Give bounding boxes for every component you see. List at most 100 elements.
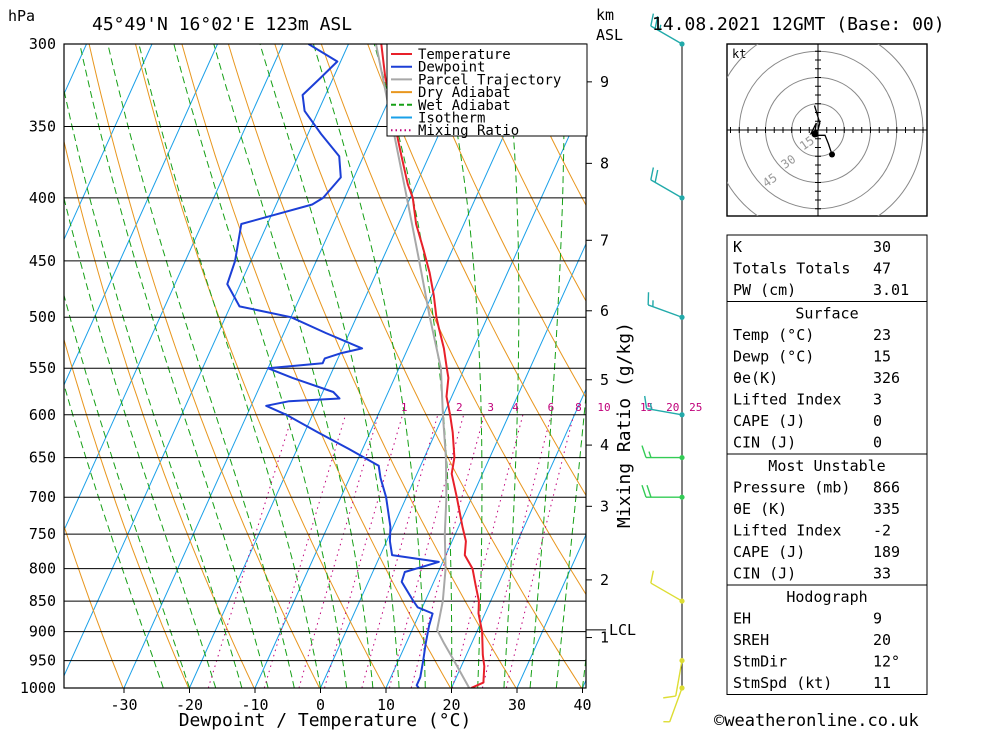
wind-barb-flag [641,445,647,458]
wet-adiabat-line [373,44,453,688]
mixing-ratio-label: 8 [575,401,582,414]
mixing-ratio-label: 4 [512,401,519,414]
temperature-tick-label: 30 [508,696,526,714]
mixing-ratio-label: 25 [689,401,702,414]
index-row-label: CIN (J) [733,434,796,452]
unit-km: km [596,6,614,24]
wind-barb [641,445,685,461]
wind-barb-flag [650,570,655,584]
wet-adiabat-line [529,44,565,688]
wind-barb [650,570,685,604]
isotherm-line [385,242,586,688]
isotherm-line [451,388,586,688]
index-row-label: K [733,238,742,256]
wind-barb-staff [650,25,683,45]
mixing-ratio-axis-title: Mixing Ratio (g/kg) [614,322,635,528]
location-header: 45°49'N 16°02'E 123m ASL [92,14,352,35]
index-row-value: 3.01 [873,281,909,299]
wind-barb-halfflag [658,24,662,32]
index-row-label: StmSpd (kt) [733,674,832,692]
wind-barb-flag [650,13,655,27]
hodograph-unit: kt [732,47,746,61]
temperature-tick-label: 0 [316,696,325,714]
index-row-label: Lifted Index [733,522,841,540]
index-row-label: θE (K) [733,500,787,518]
index-row-value: 47 [873,260,891,278]
temperature-tick-label: 40 [573,696,591,714]
pressure-tick-label: 750 [29,525,56,543]
index-row-value: 12° [873,653,900,671]
wet-adiabat-line [64,196,217,688]
index-row-label: CAPE (J) [733,412,805,430]
km-tick-label: 6 [600,302,609,320]
wind-barb [647,292,685,320]
index-row-value: 9 [873,610,882,628]
index-row-label: Dewp (°C) [733,348,814,366]
index-row-value: 11 [873,674,891,692]
wet-adiabat-line [107,44,295,688]
mixing-ratio-label: 3 [487,401,494,414]
footer-copyright: ©weatheronline.co.uk [714,711,919,731]
wet-adiabat-line [79,44,269,688]
wind-barb-flag [643,395,648,409]
mixing-ratio-label: 2 [456,401,463,414]
legend-entry: Wet Adiabat [418,98,511,114]
hodograph-ring-label: 45 [760,171,780,191]
wind-barb [663,685,685,723]
isotherm-line [123,44,415,688]
mixing-ratio-line [324,414,403,688]
hodograph-params-box [726,584,928,695]
km-tick-label: 5 [600,371,609,389]
dry-adiabat-line [367,44,586,497]
mixing-ratio-label: 20 [666,401,679,414]
temperature-tick-label: 20 [442,696,460,714]
pressure-tick-label: 300 [29,35,56,53]
index-row-value: 15 [873,348,891,366]
wind-barb [663,657,685,699]
km-tick-label: 7 [600,231,609,249]
wind-barb-staff [650,582,683,602]
pressure-tick-label: 350 [29,117,56,135]
km-tick-label: 4 [600,436,609,454]
index-row-label: Pressure (mb) [733,479,850,497]
wind-barb [641,484,685,500]
index-row-label: CIN (J) [733,565,796,583]
pressure-tick-label: 500 [29,308,56,326]
dry-adiabat-line [971,44,1000,688]
index-row-value: 30 [873,238,891,256]
wind-barb [643,395,685,418]
pressure-tick-label: 1000 [20,679,56,697]
wind-barb-flag [654,169,659,183]
plot-frame [63,43,587,689]
pressure-tick-label: 400 [29,189,56,207]
hodograph-trace [809,105,833,155]
index-row-value: 33 [873,565,891,583]
wind-barb-staff [647,304,683,318]
index-row-label: θe(K) [733,369,778,387]
dewpoint-line [226,44,440,688]
mixing-ratio-label: 1 [401,401,408,414]
index-section-title: Surface [795,305,858,323]
index-row-value: -2 [873,522,891,540]
km-tick-label: 3 [600,497,609,515]
x-axis-title: Dewpoint / Temperature (°C) [179,710,472,731]
temperature-tick-label: -10 [241,696,268,714]
wind-barb-staff [669,687,683,723]
lcl-label: LCL [609,621,636,639]
wet-adiabat-line [64,88,243,688]
isotherm-line [64,44,284,532]
isotherm-line [516,533,586,688]
pressure-tick-label: 550 [29,359,56,377]
parcel-trajectory-line [375,44,471,688]
legend-entry: Temperature [418,47,511,63]
km-tick-label: 9 [600,73,609,91]
km-tick-label: 8 [600,154,609,172]
hodograph-storm-dot [829,151,835,158]
hodograph-ring-label: 15 [797,133,817,153]
km-tick-label: 1 [600,629,609,647]
index-row-value: 335 [873,500,900,518]
index-section-title: Most Unstable [768,457,885,475]
index-row-label: Lifted Index [733,391,841,409]
wet-adiabat-line [64,382,164,688]
isotherm-line [64,44,218,387]
